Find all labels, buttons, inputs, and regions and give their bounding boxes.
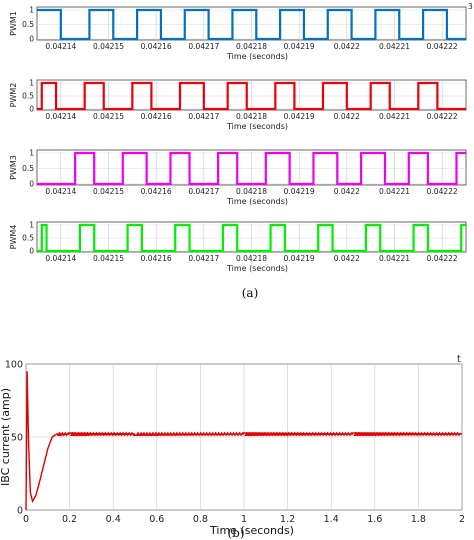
x-axis-title: Time (seconds) [226,52,288,61]
x-tick-label: 0.04218 [236,112,267,121]
y-tick-label: 0 [29,105,34,114]
pwm-waveform-line [37,81,466,111]
x-tick-label: 0.04218 [236,42,267,51]
x-axis-title: Time (seconds) [226,122,288,131]
y-axis-label: PWM1 [9,11,18,36]
x-tick-label: 0.04219 [284,112,315,121]
x-tick-label: 0.6 [149,514,164,525]
x-tick-label: 0.0422 [334,112,360,121]
y-tick-label: 0 [29,247,34,256]
y-tick-label: 0.5 [22,92,34,101]
y-axis-label: PWM2 [9,83,18,108]
pwm-panel-3: 0.04214 0.04215 0.04216 0.04217 0.04218 0.042… [9,149,467,206]
x-tick-label: 1.8 [411,514,426,525]
y-tick-label: 0 [17,506,23,517]
x-tick-label: 0.04222 [427,112,458,121]
y-tick-label: 0 [29,180,34,189]
x-tick-label: 0.04218 [236,187,267,196]
x-tick-label: 0.04215 [93,112,124,121]
x-tick-label: 0.04217 [188,254,219,263]
x-tick-label: 1 [241,514,247,525]
x-tick-label: 0.04215 [93,254,124,263]
x-tick-label: 0.04217 [188,112,219,121]
y-axis-label: IBC current (amp) [0,388,12,486]
x-tick-label: 0.04219 [284,187,315,196]
y-tick-label: 50 [11,433,23,444]
x-tick-label: 0.04221 [379,187,410,196]
pwm-waveform-line [37,151,466,186]
y-axis-label: PWM3 [9,155,18,180]
y-tick-label: 0.5 [22,164,34,173]
x-tick-label: 0.04214 [45,42,76,51]
x-tick-label: 0.04217 [188,42,219,51]
current-waveform-line [25,371,463,511]
x-tick-label: 0.04214 [45,254,76,263]
corner-label: 3 [468,2,473,11]
x-tick-label: 0.8 [193,514,208,525]
x-tick-label: 1.6 [367,514,382,525]
x-tick-label: 0.04214 [45,187,76,196]
x-tick-label: 0.04221 [379,254,410,263]
pwm-panel-4: 0.04214 0.04215 0.04216 0.04217 0.04218 0.042… [9,221,467,273]
x-tick-label: 0.0422 [334,42,360,51]
x-axis-title: Time (seconds) [209,524,294,537]
x-tick-label: 0.0422 [334,254,360,263]
y-tick-label: 1 [29,221,34,230]
y-tick-label: 0.5 [22,234,34,243]
x-tick-label: 0.04216 [141,42,172,51]
x-tick-label: 2 [459,514,465,525]
x-tick-label: 0.04219 [284,254,315,263]
caption-b: (b) [227,526,244,540]
x-tick-label: 0.04215 [93,187,124,196]
x-tick-label: 0.04216 [141,112,172,121]
x-tick-label: 0 [23,514,29,525]
y-tick-label: 1 [29,79,34,88]
corner-label: t [457,354,461,365]
x-tick-label: 0.04216 [141,187,172,196]
pwm-panel-2: 0.04214 0.04215 0.04216 0.04217 0.04218 0.042… [9,79,467,131]
x-tick-label: 0.04214 [45,112,76,121]
x-tick-label: 0.04222 [427,42,458,51]
x-tick-label: 0.04221 [379,42,410,51]
x-tick-label: 0.04217 [188,187,219,196]
y-tick-label: 0.5 [22,20,34,29]
pwm-waveform-line [37,223,466,253]
x-tick-label: 0.0422 [334,187,360,196]
x-tick-label: 0.04215 [93,42,124,51]
current-chart: 0 0.2 0.4 0.6 0.8 1 1.2 1.4 1.6 1.8 2 0 50 100 IBC cur… [0,354,465,537]
x-tick-label: 1.4 [324,514,339,525]
x-axis-title: Time (seconds) [226,264,288,273]
y-tick-label: 1 [29,149,34,158]
x-tick-label: 0.2 [62,514,77,525]
x-tick-label: 1.2 [280,514,295,525]
caption-a: (a) [242,286,259,300]
pwm-waveform-line [37,8,466,41]
y-tick-label: 100 [5,360,23,371]
y-axis-label: PWM4 [9,225,18,250]
pwm-panel-1: 0.04214 0.04215 0.04216 0.04217 0.04218 0.042… [9,2,473,61]
x-tick-label: 0.04219 [284,42,315,51]
x-tick-label: 0.04218 [236,254,267,263]
x-tick-label: 0.04221 [379,112,410,121]
x-tick-label: 0.04222 [427,254,458,263]
y-tick-label: 1 [29,6,34,15]
x-tick-label: 0.4 [106,514,121,525]
x-axis-title: Time (seconds) [226,197,288,206]
x-tick-label: 0.04222 [427,187,458,196]
x-tick-label: 0.04216 [141,254,172,263]
y-tick-label: 0 [29,35,34,44]
